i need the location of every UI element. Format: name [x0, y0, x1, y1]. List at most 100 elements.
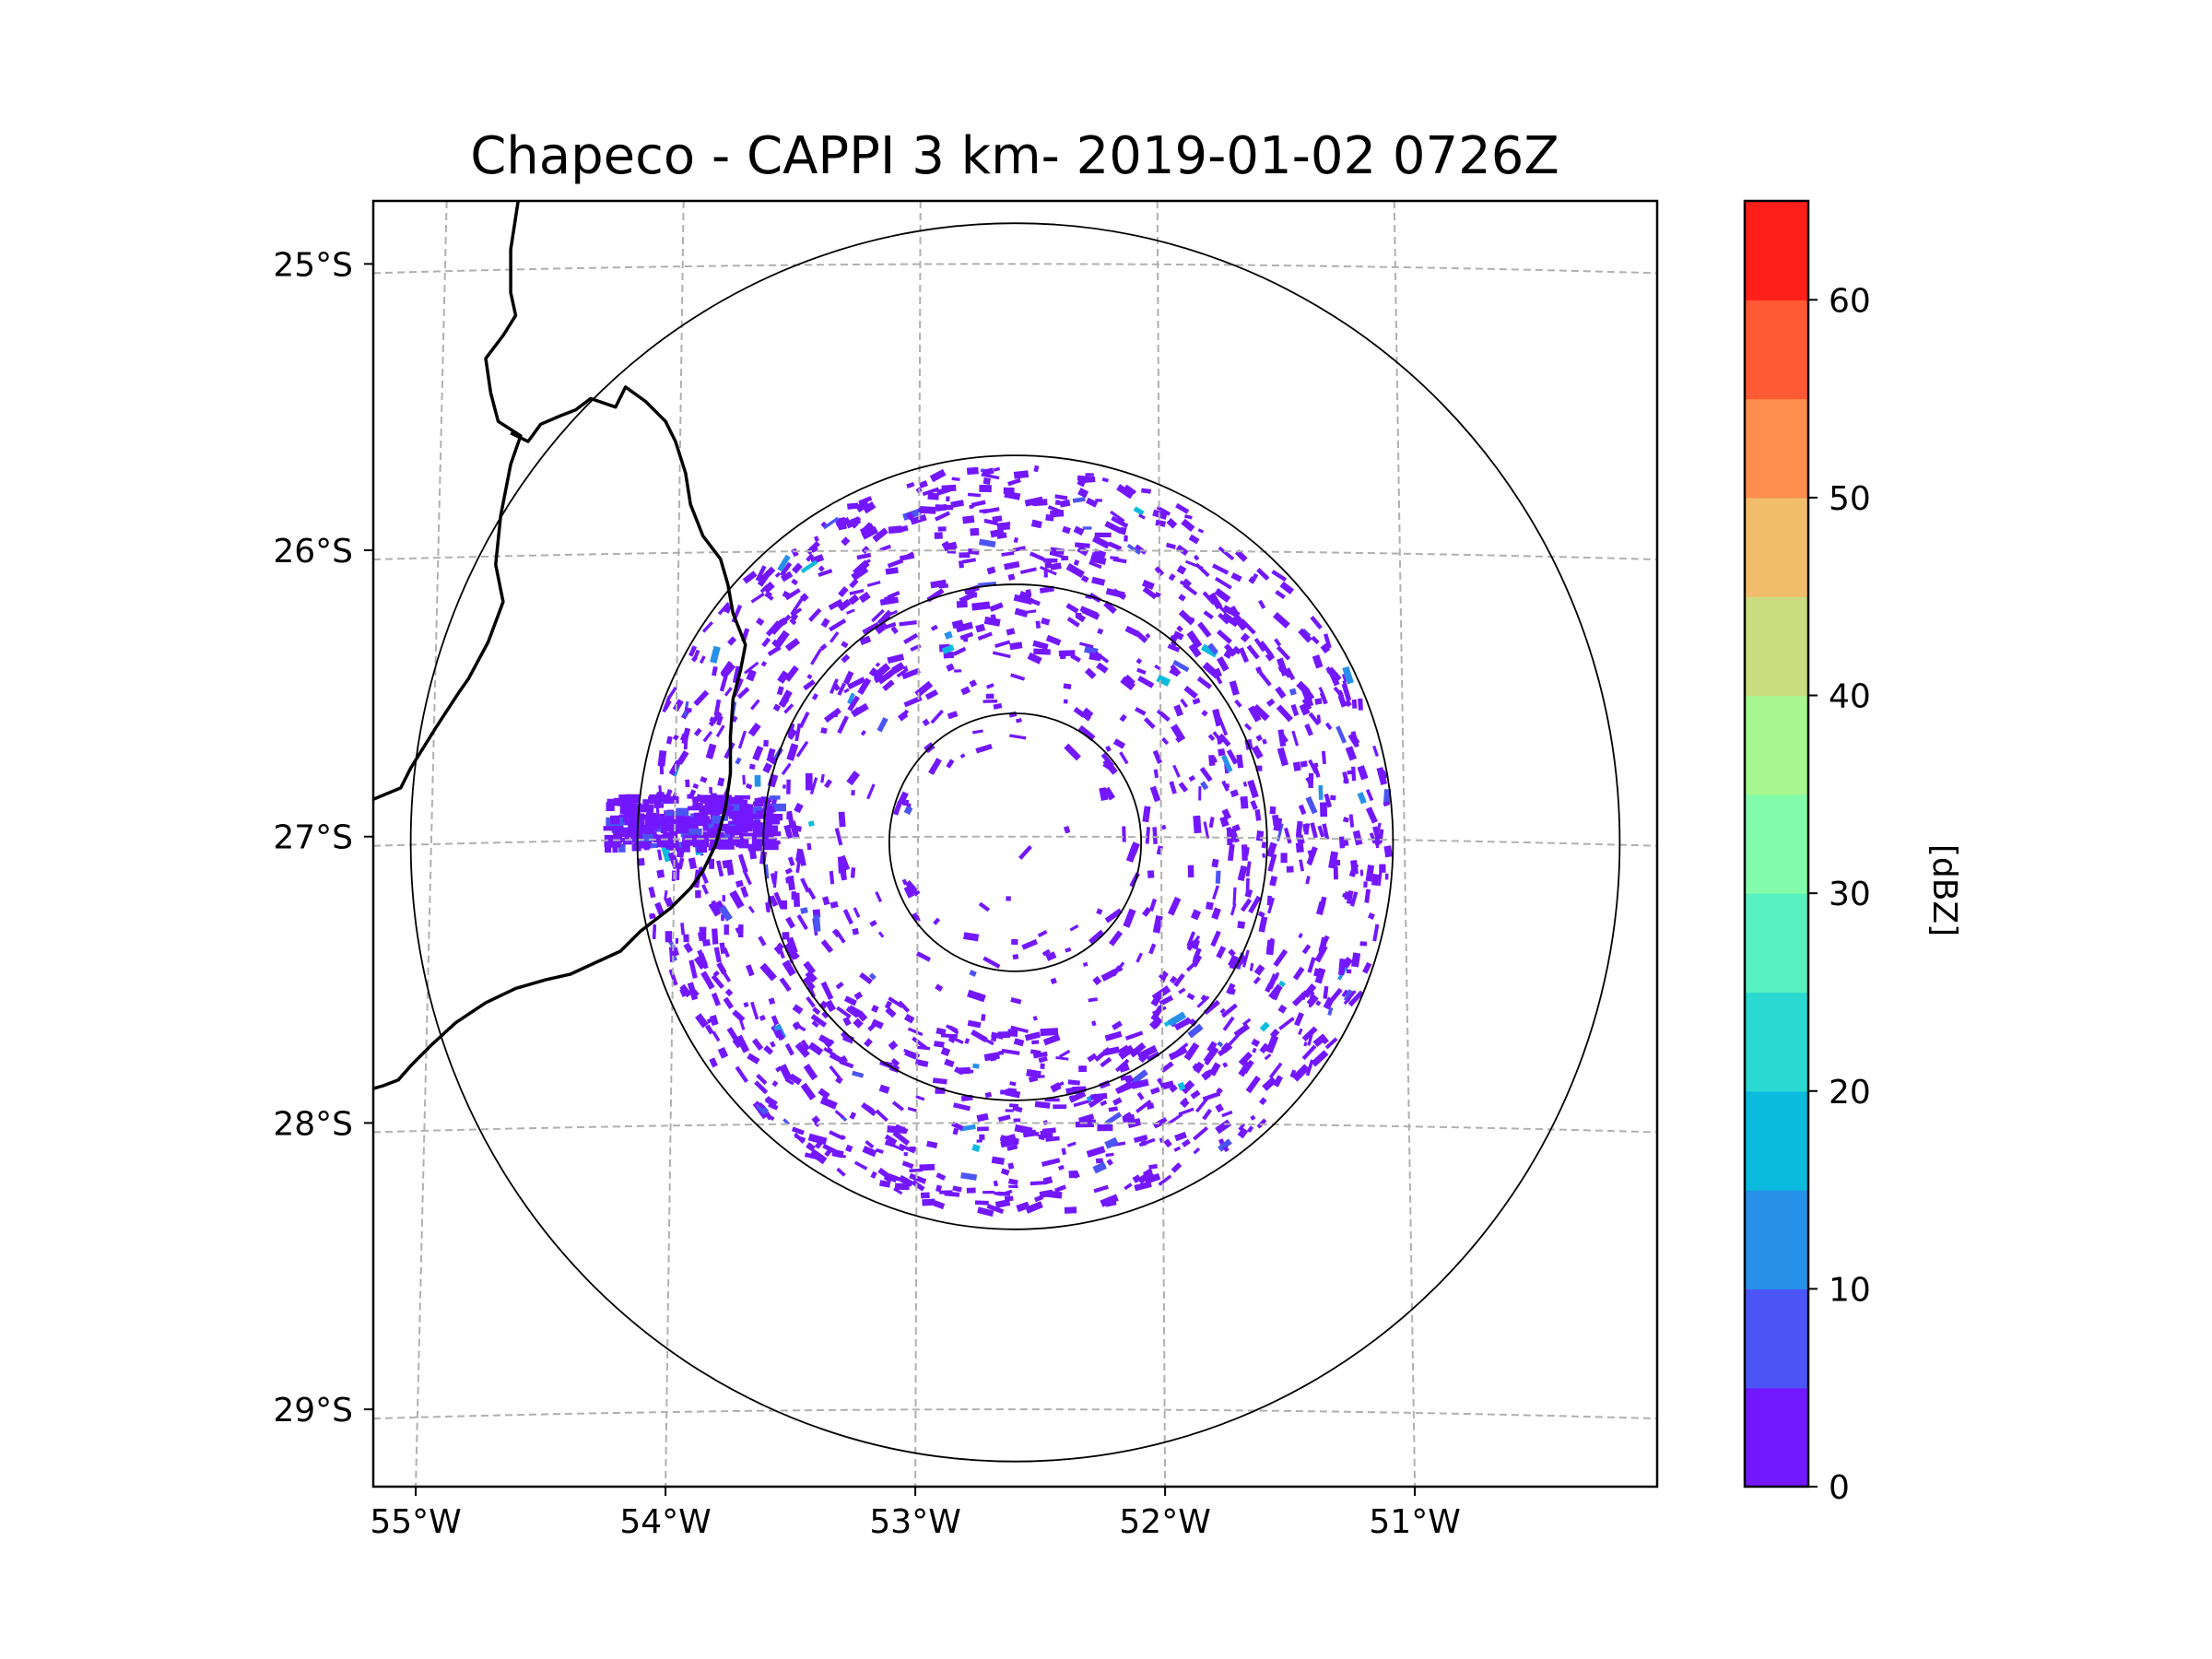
echo-cell [665, 788, 673, 796]
echo-cell [754, 775, 761, 787]
echo-cell [946, 663, 955, 672]
echo-cell [1106, 1159, 1113, 1166]
echo-cell [927, 492, 939, 500]
echo-cell [992, 651, 1011, 659]
echo-cell [1095, 499, 1102, 502]
echo-cell [796, 914, 808, 931]
echo-cell [1228, 843, 1235, 862]
echo-cluster-cell [618, 814, 637, 819]
echo-cluster-cell [631, 844, 641, 852]
echo-cell [1010, 997, 1022, 1005]
echo-cell [1000, 1089, 1007, 1095]
echo-cell [1063, 699, 1068, 704]
echo-cell [849, 588, 865, 595]
echo-cell [781, 762, 792, 776]
echo-cell [1055, 1055, 1069, 1061]
echo-cell [1290, 703, 1300, 717]
echo-cell [792, 562, 803, 574]
echo-cell [977, 631, 993, 641]
echo-cell [1222, 1062, 1229, 1068]
echo-cell [787, 723, 795, 736]
echo-cluster-cell [715, 796, 723, 803]
echo-cell [1294, 1012, 1304, 1027]
echo-cell [712, 665, 718, 677]
echo-cell [982, 477, 992, 485]
echo-cell [903, 806, 913, 816]
echo-cluster-cell [728, 806, 734, 810]
echo-cell [1369, 832, 1377, 844]
echo-cell [976, 1139, 982, 1143]
echo-cell [791, 891, 796, 900]
echo-cell [930, 624, 938, 631]
echo-cell [1383, 845, 1393, 858]
echo-cell [1008, 1184, 1018, 1189]
echo-cell [1172, 659, 1190, 673]
echo-cell [845, 516, 862, 529]
echo-cell [1268, 983, 1283, 1000]
echo-cluster-cell [766, 835, 774, 843]
echo-cell [1111, 515, 1129, 529]
echo-cell [940, 1047, 951, 1057]
echo-cell [770, 873, 777, 885]
echo-cell [849, 578, 859, 589]
echo-cell [711, 992, 722, 1006]
echo-cell [922, 718, 930, 727]
echo-cell [709, 1015, 719, 1026]
echo-cell [1181, 578, 1193, 589]
echo-cell [986, 566, 996, 575]
echo-cell [1019, 567, 1037, 575]
echo-cell [935, 1184, 943, 1193]
echo-cell [763, 739, 769, 747]
echo-cell [813, 535, 819, 542]
echo-cell [1226, 982, 1236, 995]
echo-cell [1136, 667, 1147, 676]
echo-cell [837, 715, 849, 735]
echo-cell [1248, 895, 1262, 914]
echo-cell [716, 860, 724, 877]
echo-cell [1372, 826, 1381, 839]
echo-cell [899, 553, 915, 561]
echo-cell [982, 467, 994, 477]
echo-cell [985, 693, 994, 700]
echo-cell [1364, 888, 1371, 903]
echo-cell [1102, 1046, 1120, 1056]
echo-cell [1268, 1062, 1283, 1079]
echo-cell [862, 621, 880, 635]
echo-cell [909, 1172, 927, 1184]
echo-cell [1253, 976, 1261, 985]
echo-cell [1296, 834, 1305, 845]
echo-cell [1211, 858, 1219, 868]
echo-cell [959, 591, 978, 604]
echo-cell [1308, 772, 1314, 788]
echo-cell [1194, 1097, 1209, 1113]
echo-cell [1050, 1082, 1062, 1093]
echo-cell [795, 857, 802, 874]
echo-cell [1202, 591, 1216, 606]
echo-cell [871, 1005, 879, 1013]
echo-cell [1218, 546, 1235, 561]
echo-cell [860, 729, 866, 736]
echo-cell [849, 1112, 857, 1120]
echo-cell [811, 547, 818, 553]
echo-cluster-cell [644, 818, 661, 828]
echo-cluster-cell [659, 814, 665, 822]
echo-cluster-cell [603, 826, 613, 831]
echo-cell [700, 971, 715, 990]
echo-cell [1086, 497, 1099, 508]
echo-cell [884, 1139, 896, 1147]
echo-cell [1221, 612, 1240, 628]
echo-cell [723, 604, 733, 614]
echo-cell [1152, 915, 1163, 934]
echo-cell [1362, 961, 1372, 974]
echo-cell [771, 1080, 779, 1088]
echo-cell [1213, 600, 1228, 614]
echo-cell [991, 1031, 1005, 1040]
echo-cell [1299, 859, 1305, 872]
parallel-line [373, 263, 1657, 275]
echo-cell [693, 649, 700, 659]
echo-cell [836, 1167, 846, 1177]
echo-cell [1225, 783, 1230, 789]
echo-cell [762, 581, 775, 594]
echo-cell [1301, 1026, 1318, 1041]
echo-cell [989, 602, 1004, 612]
